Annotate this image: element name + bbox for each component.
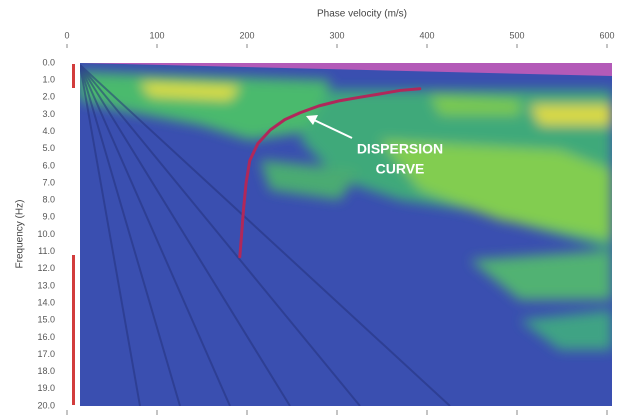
- y-tick-label: 12.0: [37, 263, 55, 273]
- y-tick-label: 3.0: [42, 109, 55, 119]
- y-tick-label: 19.0: [37, 383, 55, 393]
- y-tick-label: 9.0: [42, 212, 55, 222]
- y-tick-label: 13.0: [37, 280, 55, 290]
- x-tick-label: 300: [329, 30, 344, 40]
- x-axis-label: Phase velocity (m/s): [317, 9, 407, 20]
- y-tick-label: 8.0: [42, 195, 55, 205]
- x-tick-label: 400: [419, 30, 434, 40]
- annotation-arrow: [306, 115, 353, 139]
- dispersion-curve: [238, 87, 422, 259]
- y-tick-label: 15.0: [37, 315, 55, 325]
- x-tick-label: 100: [149, 30, 164, 40]
- x-tick-label: 600: [599, 30, 614, 40]
- y-tick-label: 4.0: [42, 126, 55, 136]
- x-tick-label: 0: [64, 30, 69, 40]
- y-tick-label: 16.0: [37, 332, 55, 342]
- heatmap: [80, 63, 612, 406]
- y-tick-label: 5.0: [42, 143, 55, 153]
- y-tick-label: 2.0: [42, 92, 55, 102]
- y-tick-label: 11.0: [38, 246, 55, 256]
- y-tick-label: 20.0: [37, 400, 55, 410]
- y-tick-label: 0.0: [42, 57, 55, 67]
- x-tick-label: 500: [509, 30, 524, 40]
- annotation: DISPERSION: [357, 141, 443, 157]
- y-tick-label: 1.0: [42, 75, 55, 85]
- y-axis-label: Frequency (Hz): [15, 200, 26, 269]
- y-tick-label: 18.0: [37, 366, 55, 376]
- y-tick-label: 14.0: [37, 297, 55, 307]
- y-tick-label: 7.0: [42, 177, 55, 187]
- y-tick-label: 6.0: [42, 160, 55, 170]
- y-tick-label: 17.0: [37, 349, 55, 359]
- y-tick-label: 10.0: [37, 229, 55, 239]
- annotation: CURVE: [376, 161, 425, 177]
- x-tick-label: 200: [239, 30, 254, 40]
